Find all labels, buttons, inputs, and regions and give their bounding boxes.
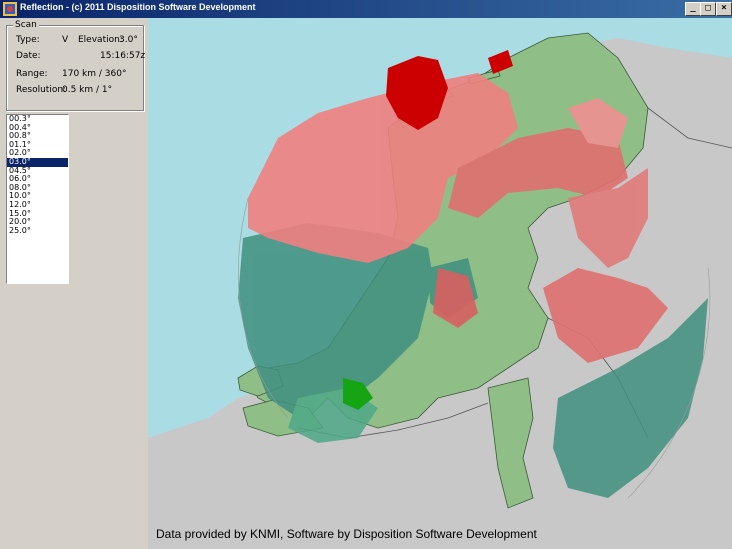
elevation-label: Elevation: [78, 35, 123, 45]
elevation-item[interactable]: 01.1° [9, 139, 31, 149]
window-title: Reflection - (c) 2011 Disposition Softwa… [20, 2, 256, 12]
elevation-item[interactable]: 04.5° [9, 165, 31, 175]
radar-map[interactable] [148, 18, 732, 549]
elevation-item[interactable]: 12.0° [9, 199, 31, 209]
radar-app-icon [3, 2, 17, 16]
elevation-item[interactable]: 00.4° [9, 122, 31, 132]
elevation-item[interactable]: 03.0° [7, 157, 68, 167]
radar-map-canvas [148, 18, 732, 549]
elevation-item[interactable]: 15.0° [9, 208, 31, 218]
elevation-item[interactable]: 00.3° [9, 114, 31, 123]
range-value: 170 km / 360° [62, 69, 127, 79]
elevation-item[interactable]: 00.8° [9, 131, 31, 141]
elevation-value: 3.0° [119, 35, 138, 45]
scan-group: Scan Type: V Elevation: 3.0° Date: 15:16… [6, 20, 146, 111]
type-label: Type: [16, 35, 40, 45]
range-label: Range: [16, 69, 48, 79]
elevation-item[interactable]: 06.0° [9, 174, 31, 184]
echo-moderate [248, 73, 668, 363]
elevation-item[interactable]: 20.0° [9, 217, 31, 227]
resolution-value: 0.5 km / 1° [62, 85, 113, 95]
radar-range-edge [238, 197, 711, 499]
limburg [487, 377, 534, 509]
echo-weak [238, 223, 708, 498]
minimize-button[interactable]: _ [685, 2, 701, 16]
elevation-item[interactable]: 10.0° [9, 191, 31, 201]
elevation-item[interactable]: 25.0° [9, 225, 31, 235]
time-value: 15:16:57z [100, 51, 146, 61]
title-bar[interactable]: Reflection - (c) 2011 Disposition Softwa… [0, 0, 732, 18]
echo-strong [386, 50, 513, 130]
scan-group-label: Scan [13, 20, 39, 30]
elevation-list[interactable]: 00.3° 00.4° 00.8° 01.1° 02.0° 03.0° 04.5° 06.0°… [6, 114, 69, 284]
elevation-item[interactable]: 08.0° [9, 182, 31, 192]
resolution-label: Resolution: [16, 85, 67, 95]
close-button[interactable]: × [716, 2, 732, 16]
elevation-item[interactable]: 02.0° [9, 148, 31, 158]
maximize-button[interactable]: □ [700, 2, 716, 16]
credits-text: Data provided by KNMI, Software by Dispo… [156, 527, 537, 541]
type-value: V [62, 35, 69, 45]
date-label: Date: [16, 51, 41, 61]
